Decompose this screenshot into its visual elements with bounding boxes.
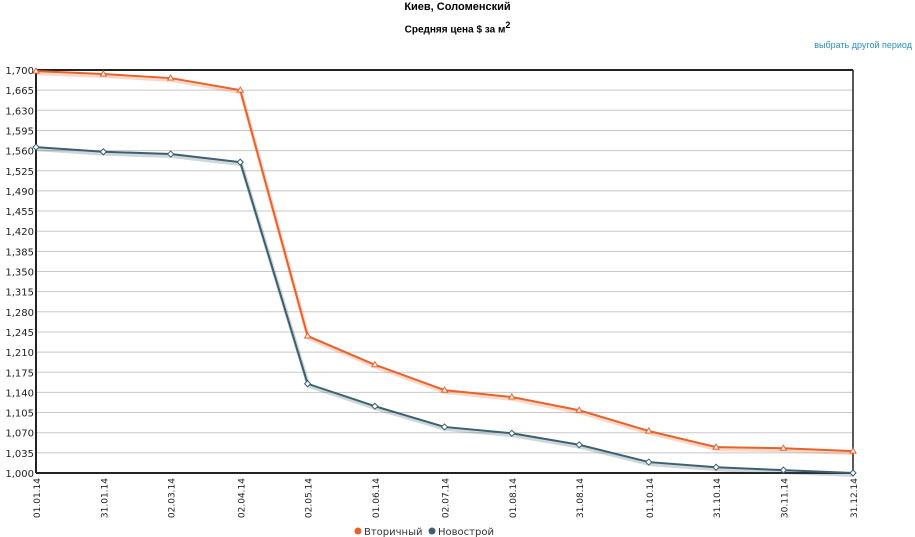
legend-marker: [428, 527, 436, 535]
data-point: [779, 466, 788, 474]
y-tick-label: 1,560: [5, 147, 34, 158]
y-tick-label: 1,000: [5, 469, 34, 480]
y-tick-label: 1,420: [5, 227, 34, 238]
data-point: [99, 148, 108, 156]
data-point: [440, 423, 449, 431]
legend-label: Вторичный: [364, 527, 423, 537]
series-1: [32, 67, 857, 456]
x-tick-label: 31.10.14: [713, 478, 723, 518]
y-tick-label: 1,525: [5, 167, 34, 178]
y-tick-label: 1,630: [5, 106, 34, 117]
data-point: [849, 447, 857, 454]
data-point: [303, 380, 312, 388]
x-tick-label: 01.08.14: [509, 478, 519, 518]
x-tick-label: 02.03.14: [168, 478, 178, 518]
x-tick-label: 31.08.14: [576, 478, 586, 518]
y-tick-label: 1,140: [5, 388, 34, 399]
series-line: [35, 70, 854, 453]
data-point: [712, 463, 720, 471]
y-tick-label: 1,280: [5, 308, 34, 319]
x-tick-label: 01.06.14: [372, 478, 382, 518]
x-tick-label: 02.05.14: [305, 478, 315, 518]
y-tick-label: 1,175: [5, 368, 34, 379]
y-tick-label: 1,350: [5, 268, 34, 279]
data-point: [575, 441, 583, 449]
chart-title: Киев, Соломенский: [404, 1, 511, 13]
data-point: [236, 86, 245, 93]
y-tick-label: 1,665: [5, 86, 34, 97]
data-point: [712, 443, 720, 450]
legend-label: Новострой: [438, 527, 494, 537]
data-point: [371, 360, 379, 368]
y-tick-label: 1,315: [5, 288, 34, 299]
y-tick-label: 1,070: [5, 429, 34, 440]
y-tick-label: 1,455: [5, 207, 34, 218]
data-point: [644, 427, 653, 434]
x-tick-label: 02.07.14: [442, 478, 452, 518]
data-point: [440, 386, 449, 393]
data-point: [99, 70, 108, 77]
x-tick-label: 01.10.14: [646, 478, 656, 518]
data-point: [236, 158, 244, 166]
data-point: [303, 332, 312, 339]
y-tick-label: 1,245: [5, 328, 34, 339]
x-tick-label: 01.01.14: [33, 478, 43, 518]
data-point: [645, 458, 653, 466]
y-tick-label: 1,105: [5, 409, 34, 420]
subtitle-superscript: 2: [505, 20, 511, 30]
y-tick-label: 1,595: [5, 126, 34, 137]
choose-period-link[interactable]: выбрать другой период: [814, 40, 912, 50]
data-point: [371, 402, 379, 410]
y-tick-label: 1,490: [5, 187, 34, 198]
data-point: [32, 67, 40, 74]
y-tick-label: 1,035: [5, 449, 34, 460]
chart-subtitle: Средняя цена $ за м2: [0, 20, 915, 35]
legend-marker: [354, 527, 362, 535]
series-2: [32, 143, 857, 477]
data-point: [166, 150, 175, 158]
subtitle-text: Средняя цена $ за м: [404, 24, 506, 36]
data-point: [779, 444, 788, 451]
x-tick-label: 30.11.14: [780, 478, 790, 518]
x-tick-label: 31.01.14: [100, 478, 110, 518]
data-point: [507, 393, 516, 400]
y-tick-label: 1,700: [5, 66, 34, 77]
x-tick-label: 02.04.14: [237, 478, 247, 518]
data-point: [508, 429, 516, 437]
data-point: [575, 406, 584, 413]
y-tick-label: 1,210: [5, 348, 34, 359]
x-tick-label: 31.12.14: [850, 478, 860, 518]
y-tick-label: 1,385: [5, 247, 34, 258]
data-point: [166, 74, 175, 81]
data-point: [849, 469, 857, 477]
data-point: [32, 143, 40, 151]
